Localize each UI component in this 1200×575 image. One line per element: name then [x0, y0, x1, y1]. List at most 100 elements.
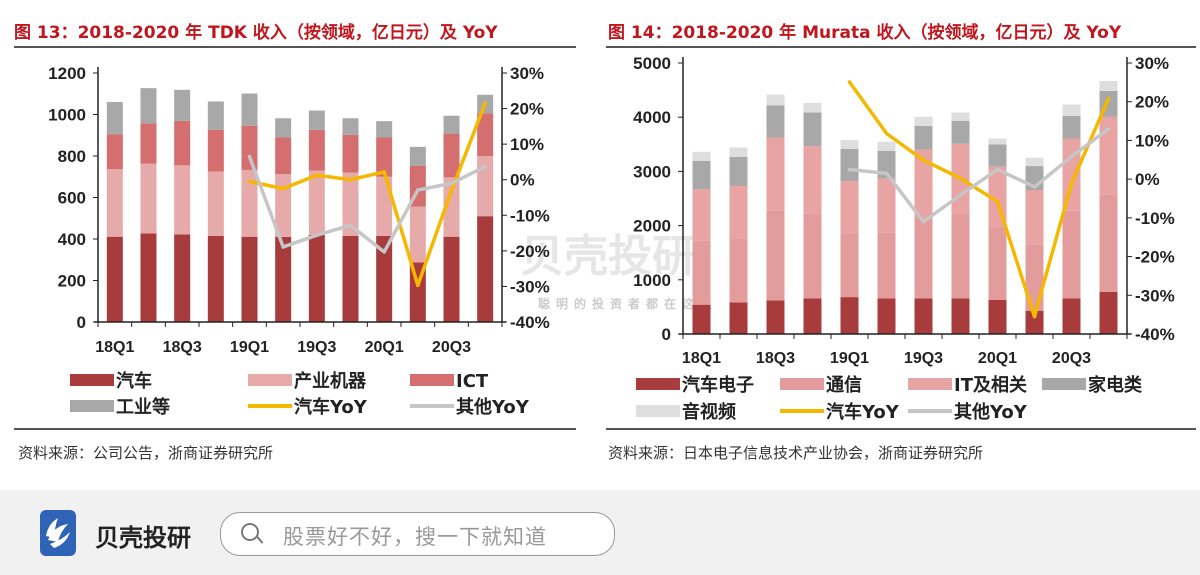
bar-segment [877, 232, 896, 299]
bar-segment [840, 297, 859, 334]
chart-title-murata: 图 14：2018-2020 年 Murata 收入（按领域，亿日元）及 YoY [608, 23, 1122, 43]
bar-segment [106, 134, 123, 170]
bar-segment [308, 170, 325, 235]
bar-segment [376, 137, 393, 177]
line-point [382, 170, 386, 174]
legend-label: 通信 [826, 374, 862, 396]
bar-segment [308, 234, 325, 322]
legend-label: 其他YoY [456, 396, 530, 418]
y2-tick-label: 10% [1135, 131, 1169, 150]
legend-swatch [248, 374, 292, 386]
y-tick-label: 3000 [633, 162, 671, 181]
legend-label: IT及相关 [954, 374, 1027, 396]
bar-segment [106, 102, 123, 135]
legend-swatch [780, 409, 824, 413]
bar-segment [174, 165, 191, 235]
bar-segment [140, 163, 157, 234]
legend-label: 产业机器 [294, 370, 367, 392]
y-tick-label: 400 [58, 230, 86, 249]
bar-segment [376, 176, 393, 236]
line-point [921, 219, 926, 224]
legend-label: 其他YoY [954, 401, 1028, 423]
bar-segment [174, 89, 191, 121]
bar-segment [988, 144, 1007, 167]
legend-label: 家电类 [1088, 374, 1143, 396]
bar-segment [342, 134, 359, 173]
bar-segment [729, 156, 748, 187]
bar-segment [308, 129, 325, 171]
bar-segment [729, 238, 748, 303]
y-tick-label: 0 [662, 325, 671, 344]
bar-segment [951, 213, 970, 299]
line-汽车YoY [848, 80, 1111, 319]
bar-segment [1062, 298, 1081, 334]
bar-segment [342, 172, 359, 236]
line-point [449, 181, 454, 186]
bar-segment [1099, 80, 1118, 91]
line-point [1106, 127, 1111, 131]
brand-logo-icon[interactable] [40, 510, 76, 556]
line-point [449, 188, 454, 193]
bar-segment [477, 156, 494, 217]
y2-tick-label: -10% [1135, 209, 1175, 228]
bar-segment [1062, 104, 1081, 116]
x-tick-label: 20Q1 [978, 350, 1017, 367]
line-point [382, 250, 386, 254]
bar-segment [275, 174, 292, 237]
bar-segment [342, 118, 359, 135]
x-tick-label: 19Q3 [297, 339, 336, 356]
bar-segment [766, 94, 785, 106]
y-tick-label: 4000 [633, 108, 671, 127]
x-tick-label: 20Q3 [1052, 350, 1091, 367]
line-point [1069, 154, 1074, 159]
bar-segment [951, 120, 970, 144]
bar-segment [803, 213, 822, 299]
bar-segment [729, 302, 748, 334]
bar-segment [1062, 210, 1081, 299]
search-input[interactable]: 股票好不好，搜一下就知道 [220, 512, 615, 556]
line-point [1032, 185, 1037, 189]
legend-swatch [1042, 378, 1086, 390]
line-point [348, 223, 353, 228]
line-point [315, 233, 319, 238]
bar-segment [988, 227, 1007, 300]
bar-segment [1025, 157, 1044, 167]
x-tick-label: 18Q3 [163, 339, 202, 356]
y-tick-label: 1200 [48, 64, 86, 83]
bar-segment [106, 169, 123, 237]
bar-segment [477, 216, 494, 322]
x-tick-label: 19Q1 [830, 350, 869, 367]
bar-segment [840, 140, 859, 149]
bar-segment [914, 217, 933, 299]
y2-tick-label: -20% [510, 242, 550, 261]
bar-segment [729, 147, 748, 157]
line-point [348, 177, 353, 182]
y-tick-label: 800 [58, 147, 86, 166]
legend-label: 汽车YoY [826, 401, 900, 423]
bar-segment [951, 112, 970, 121]
line-point [1069, 181, 1074, 186]
bar-segment [241, 125, 258, 170]
bar-segment [409, 206, 426, 263]
y-tick-label: 600 [58, 189, 86, 208]
bar-segment [376, 235, 393, 322]
y2-tick-label: 20% [510, 100, 544, 119]
bar-segment [376, 121, 393, 138]
bar-segment [409, 146, 426, 166]
legend-swatch [636, 405, 680, 417]
bar-segment [914, 298, 933, 334]
line-point [847, 167, 852, 172]
legend-label: 汽车YoY [294, 396, 368, 418]
bar-segment [241, 93, 258, 126]
bar-segment [803, 102, 822, 113]
line-其他YoY [849, 127, 1110, 224]
x-tick-label: 18Q1 [95, 339, 134, 356]
bar-segment [766, 210, 785, 301]
bar-segment [692, 304, 711, 334]
line-point [281, 186, 285, 191]
legend-label: 音视频 [682, 401, 736, 423]
title-divider [14, 46, 576, 48]
bar-segment [207, 171, 224, 236]
y2-tick-label: 0% [510, 171, 535, 190]
bar-segment [840, 181, 859, 234]
